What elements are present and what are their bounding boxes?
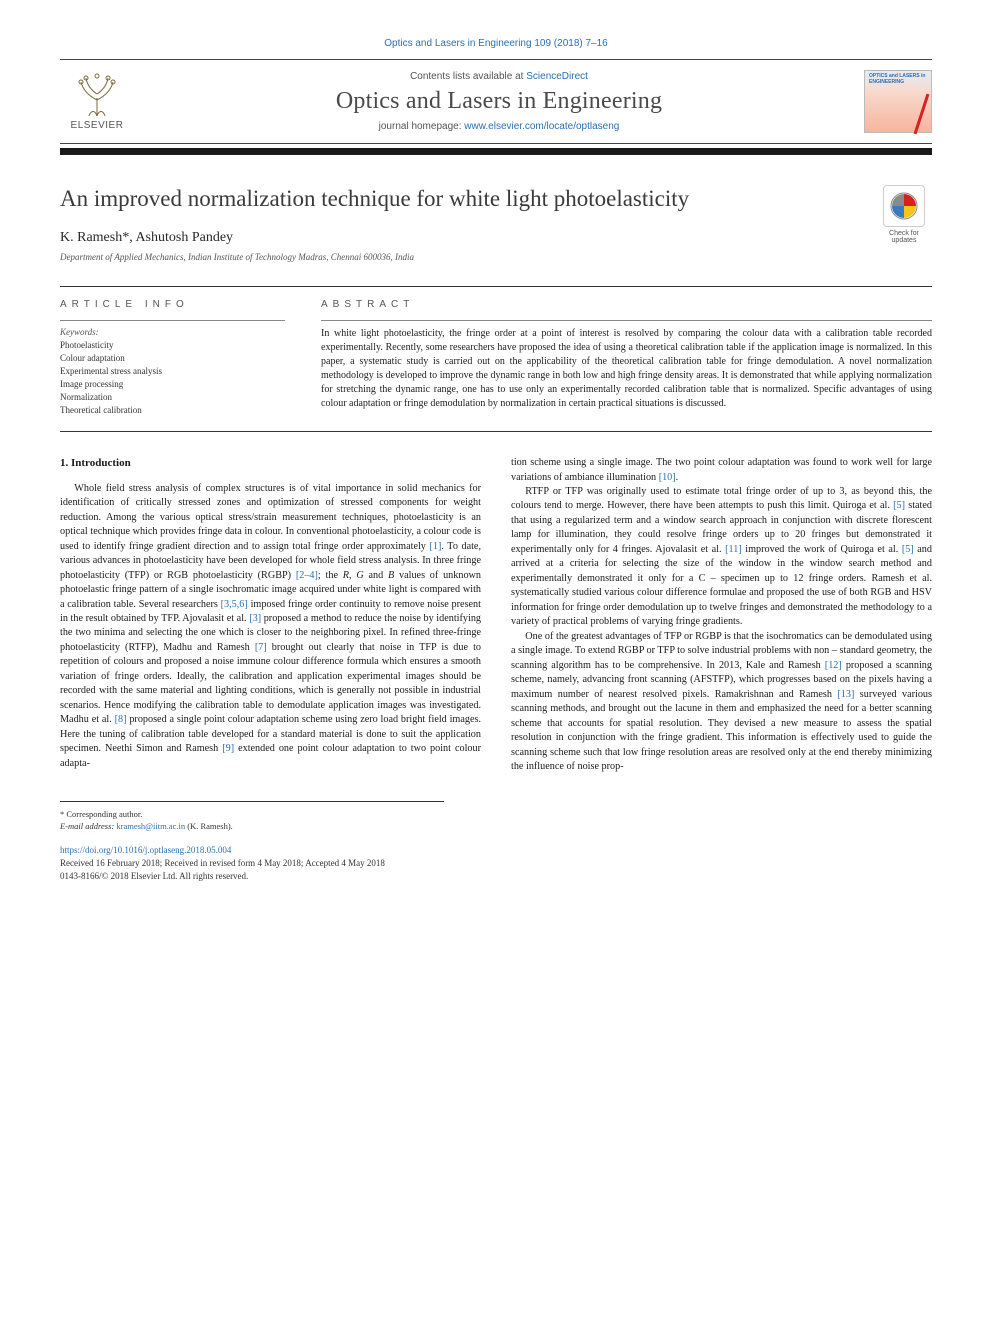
- homepage-prefix: journal homepage:: [379, 121, 465, 132]
- contents-line: Contents lists available at ScienceDirec…: [148, 71, 850, 82]
- keyword: Normalization: [60, 391, 285, 404]
- authors: K. Ramesh*, Ashutosh Pandey: [60, 230, 858, 246]
- check-updates-badge[interactable]: Check for updates: [876, 185, 932, 244]
- homepage-link[interactable]: www.elsevier.com/locate/optlaseng: [464, 121, 619, 132]
- body-paragraph: One of the greatest advantages of TFP or…: [511, 630, 932, 775]
- check-updates-label: Check for updates: [889, 230, 919, 244]
- section-heading: 1. Introduction: [60, 456, 481, 472]
- keywords-list: Photoelasticity Colour adaptation Experi…: [60, 339, 285, 417]
- body-paragraph: Whole field stress analysis of complex s…: [60, 482, 481, 772]
- crossmark-icon: [889, 191, 919, 221]
- article-footer: https://doi.org/10.1016/j.optlaseng.2018…: [60, 844, 932, 883]
- abstract-text: In white light photoelasticity, the frin…: [321, 320, 932, 411]
- citation-link[interactable]: [10]: [659, 472, 676, 483]
- citation-link[interactable]: [9]: [222, 743, 234, 754]
- article-title: An improved normalization technique for …: [60, 185, 858, 214]
- affiliation: Department of Applied Mechanics, Indian …: [60, 252, 858, 262]
- article-info-heading: article info: [60, 299, 285, 310]
- keyword: Theoretical calibration: [60, 404, 285, 417]
- email-label: E-mail address:: [60, 821, 114, 831]
- email-link[interactable]: kramesh@iitm.ac.in: [116, 821, 185, 831]
- keyword: Colour adaptation: [60, 352, 285, 365]
- publisher-name: ELSEVIER: [71, 120, 124, 131]
- journal-name: Optics and Lasers in Engineering: [148, 88, 850, 115]
- citation-link[interactable]: [11]: [725, 544, 742, 555]
- citation-link[interactable]: [12]: [825, 660, 842, 671]
- homepage-line: journal homepage: www.elsevier.com/locat…: [148, 121, 850, 132]
- keyword: Image processing: [60, 378, 285, 391]
- citation-link[interactable]: [7]: [255, 642, 267, 653]
- corresponding-author-label: Corresponding author.: [66, 809, 142, 819]
- cover-caption: OPTICS and LASERS in ENGINEERING: [865, 71, 931, 85]
- divider-bar: [60, 148, 932, 155]
- body-paragraph: RTFP or TFP was originally used to estim…: [511, 485, 932, 630]
- body-paragraph: tion scheme using a single image. The tw…: [511, 456, 932, 485]
- doi-link[interactable]: https://doi.org/10.1016/j.optlaseng.2018…: [60, 845, 231, 855]
- journal-cover-thumbnail: OPTICS and LASERS in ENGINEERING: [864, 70, 932, 133]
- footnotes: * Corresponding author. E-mail address: …: [60, 801, 444, 833]
- citation-link[interactable]: [13]: [837, 689, 854, 700]
- citation-link[interactable]: [3,5,6]: [221, 599, 248, 610]
- keywords-label: Keywords:: [60, 320, 285, 337]
- keyword: Photoelasticity: [60, 339, 285, 352]
- elsevier-tree-icon: [71, 70, 123, 118]
- article-body: 1. Introduction Whole field stress analy…: [60, 456, 932, 775]
- citation-link[interactable]: [5]: [893, 500, 905, 511]
- contents-prefix: Contents lists available at: [410, 71, 526, 82]
- citation-link[interactable]: [2–4]: [296, 570, 318, 581]
- email-attribution: (K. Ramesh).: [187, 821, 233, 831]
- masthead: ELSEVIER Contents lists available at Sci…: [60, 59, 932, 144]
- divider: [60, 286, 932, 287]
- publisher-logo: ELSEVIER: [60, 70, 134, 133]
- keyword: Experimental stress analysis: [60, 365, 285, 378]
- sciencedirect-link[interactable]: ScienceDirect: [526, 71, 588, 82]
- copyright-line: 0143-8166/© 2018 Elsevier Ltd. All right…: [60, 870, 932, 883]
- article-history: Received 16 February 2018; Received in r…: [60, 857, 932, 870]
- running-head: Optics and Lasers in Engineering 109 (20…: [60, 38, 932, 49]
- citation-link[interactable]: [8]: [115, 714, 127, 725]
- citation-link[interactable]: [1]: [429, 541, 441, 552]
- citation-link[interactable]: [3]: [249, 613, 261, 624]
- abstract-heading: abstract: [321, 299, 932, 310]
- divider: [60, 431, 932, 432]
- citation-link[interactable]: [5]: [902, 544, 914, 555]
